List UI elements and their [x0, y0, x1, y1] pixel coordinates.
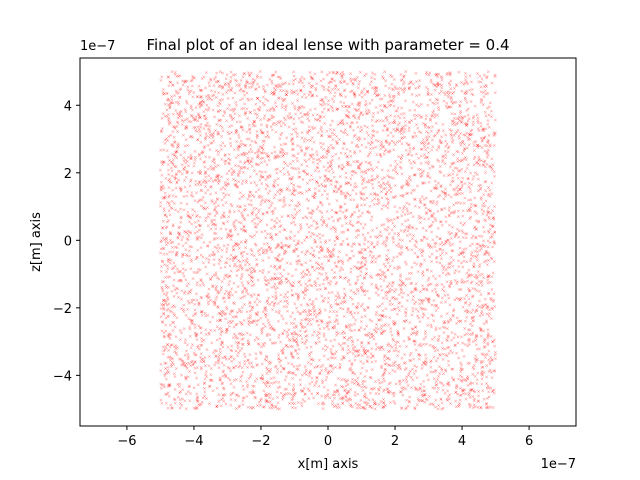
y-axis-label: z[m] axis [29, 212, 44, 272]
y-tick-label: −4 [53, 369, 72, 384]
x-tick-label: −2 [251, 434, 270, 449]
scatter-marker-set [158, 70, 497, 411]
y-axis-ticks: −4 −2 0 2 4 [53, 99, 80, 384]
x-axis-label: x[m] axis [298, 457, 359, 472]
x-tick-label: 0 [324, 434, 332, 449]
x-tick-label: 4 [458, 434, 466, 449]
y-tick-label: 2 [64, 167, 72, 182]
y-tick-label: 4 [64, 99, 72, 114]
x-axis-offset-label: 1e−7 [541, 457, 576, 472]
y-axis-offset-label: 1e−7 [80, 39, 115, 54]
x-axis-ticks: −6 −4 −2 0 2 4 6 [117, 426, 533, 449]
x-tick-label: 6 [525, 434, 533, 449]
x-tick-label: −4 [184, 434, 203, 449]
x-tick-label: 2 [391, 434, 399, 449]
x-tick-label: −6 [117, 434, 136, 449]
y-tick-label: 0 [64, 234, 72, 249]
scatter-points [158, 70, 497, 411]
chart-title: Final plot of an ideal lense with parame… [146, 36, 509, 54]
y-tick-label: −2 [53, 302, 72, 317]
